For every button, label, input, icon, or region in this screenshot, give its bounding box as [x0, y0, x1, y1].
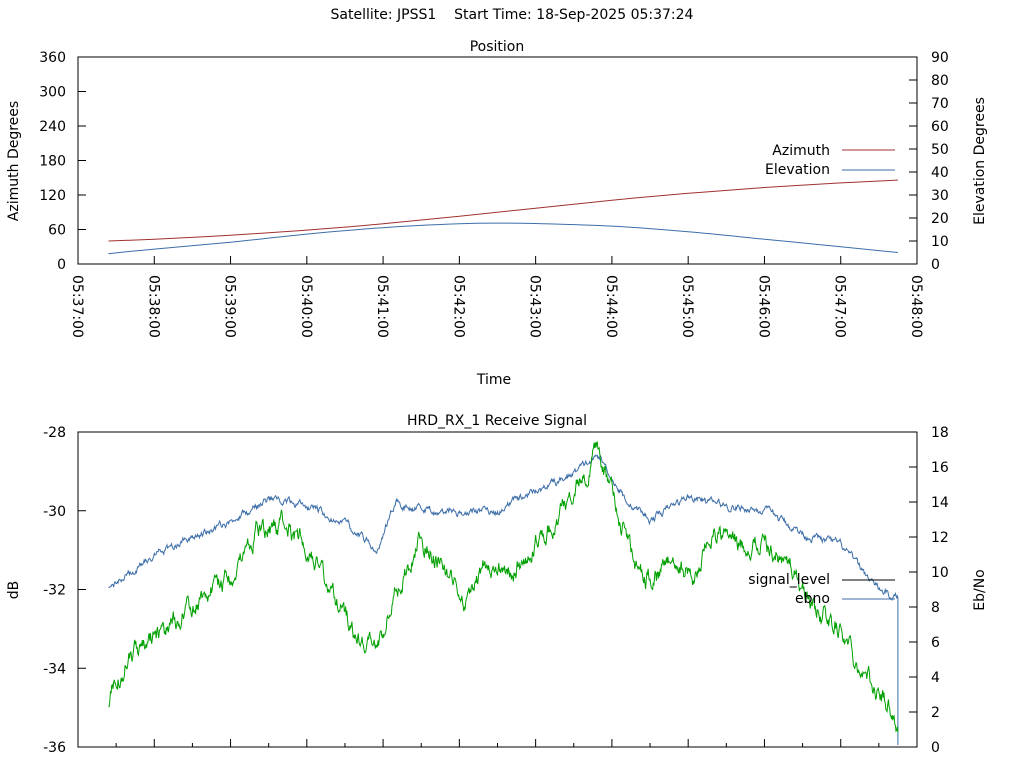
position-y2-tick-label: 90 [931, 50, 949, 66]
position-x-tick-label: 05:44:00 [603, 275, 619, 338]
signal-legend: signal_level ebno [748, 572, 895, 607]
signal-y2-tick-label: 14 [931, 495, 949, 511]
position-y2-tick-label: 50 [931, 142, 949, 158]
signal-y2-tick-label: 18 [931, 425, 949, 441]
legend-label-elevation: Elevation [765, 162, 830, 178]
position-y2-ticks: 0 10 20 30 40 50 60 70 80 90 [909, 50, 949, 273]
position-y2-tick-label: 70 [931, 96, 949, 112]
position-y2-tick-label: 40 [931, 165, 949, 181]
signal-y-axis-title: dB [6, 581, 22, 600]
position-chart: Position 0 60 120 180 240 300 360 0 10 20 30 40 50 6… [6, 39, 988, 388]
position-x-tick-label: 05:37:00 [69, 275, 85, 338]
signal-y2-tick-label: 12 [931, 530, 949, 546]
position-x-tick-label: 05:42:00 [450, 275, 466, 338]
position-y-tick-label: 360 [39, 50, 66, 66]
position-y-tick-label: 180 [39, 154, 66, 170]
position-y2-tick-label: 80 [931, 73, 949, 89]
position-y-tick-label: 240 [39, 119, 66, 135]
signal-y-tick-label: -30 [43, 504, 66, 520]
position-y2-tick-label: 20 [931, 211, 949, 227]
position-x-tick-label: 05:41:00 [374, 275, 390, 338]
position-y2-tick-label: 10 [931, 234, 949, 250]
position-x-tick-label: 05:48:00 [908, 275, 924, 338]
elevation-line [109, 223, 898, 254]
ebno-line [109, 455, 898, 745]
legend-label-azimuth: Azimuth [772, 143, 830, 159]
position-y-tick-label: 300 [39, 85, 66, 101]
position-y-tick-label: 0 [57, 257, 66, 273]
position-x-tick-label: 05:40:00 [298, 275, 314, 338]
signal-x-ticks [78, 739, 917, 747]
signal-y2-tick-label: 16 [931, 460, 949, 476]
signal-chart-title: HRD_RX_1 Receive Signal [407, 413, 587, 429]
position-y2-tick-label: 30 [931, 188, 949, 204]
signal-y2-tick-label: 8 [931, 600, 940, 616]
signal-series [109, 442, 898, 745]
signal-y2-tick-label: 10 [931, 565, 949, 581]
position-x-tick-label: 05:46:00 [755, 275, 771, 338]
position-y-tick-label: 60 [48, 223, 66, 239]
signal-y-tick-label: -32 [43, 583, 66, 599]
position-series [109, 180, 898, 254]
position-y2-tick-label: 0 [931, 257, 940, 273]
signal-chart: HRD_RX_1 Receive Signal -28-30-32-34-36 … [6, 413, 988, 756]
signal-y-ticks: -28 -30 -32 -34 -36 [43, 425, 86, 756]
position-x-tick-label: 05:38:00 [145, 275, 161, 338]
signal-y-tick-label: -28 [43, 425, 66, 441]
position-y-ticks: 0 60 120 180 240 300 360 [39, 50, 86, 273]
position-plot-frame [78, 57, 917, 264]
signal-y-tick-label: -36 [43, 740, 66, 756]
legend-label-signal-level: signal_level [748, 572, 830, 588]
signal-plot-frame [78, 432, 917, 747]
signal-y2-ticks: 0 2 4 6 8 10 12 14 16 18 [909, 425, 949, 756]
azimuth-line [109, 180, 898, 241]
position-y-tick-label: 120 [39, 188, 66, 204]
position-x-tick-label: 05:45:00 [679, 275, 695, 338]
position-x-ticks: 05:37:00 05:38:00 05:39:00 05:40:00 05:41:00… [69, 256, 924, 338]
position-x-axis-title: Time [476, 372, 511, 388]
position-y-axis-title: Azimuth Degrees [6, 101, 22, 221]
position-legend: Azimuth Elevation [765, 143, 895, 178]
signal-y2-tick-label: 4 [931, 670, 940, 686]
position-y2-axis-title: Elevation Degrees [972, 97, 988, 225]
signal-y-tick-label: -34 [43, 661, 66, 677]
position-x-tick-label: 05:43:00 [527, 275, 543, 338]
position-y2-tick-label: 60 [931, 119, 949, 135]
signal-y2-tick-label: 2 [931, 705, 940, 721]
position-x-tick-label: 05:47:00 [832, 275, 848, 338]
signal-y2-tick-label: 6 [931, 635, 940, 651]
signal-y2-axis-title: Eb/No [972, 569, 988, 611]
legend-label-ebno: ebno [795, 591, 830, 607]
position-chart-title: Position [470, 39, 525, 55]
position-x-tick-label: 05:39:00 [222, 275, 238, 338]
signal-y2-tick-label: 0 [931, 740, 940, 756]
